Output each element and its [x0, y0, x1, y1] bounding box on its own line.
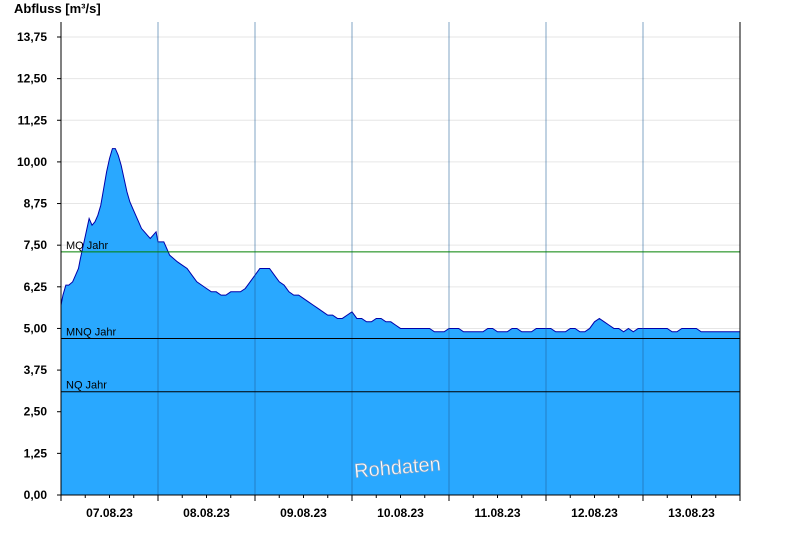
y-tick-labels: 0,00 1,25 2,50 3,75 5,00 6,25 7,50 8,75 10,00 11,… [17, 30, 61, 502]
y-tick-label-7: 8,75 [24, 197, 48, 211]
y-tick-label-0: 0,00 [24, 488, 48, 502]
y-tick-label-3: 3,75 [24, 363, 48, 377]
y-tick-label-10: 12,50 [17, 72, 47, 86]
x-tick-label-6: 13.08.23 [668, 506, 715, 520]
discharge-line [60, 148, 740, 333]
discharge-area-layer [60, 148, 740, 496]
x-tick-label-5: 12.08.23 [571, 506, 618, 520]
reference-label-0: MQ Jahr [66, 240, 109, 252]
y-tick-label-5: 6,25 [24, 280, 48, 294]
x-tick-label-2: 09.08.23 [280, 506, 327, 520]
x-tick-label-4: 11.08.23 [474, 506, 520, 520]
y-tick-label-6: 7,50 [24, 238, 48, 252]
reference-lines: MQ Jahr MNQ Jahr NQ Jahr [61, 240, 740, 393]
y-tick-label-4: 5,00 [24, 321, 48, 335]
x-tick-label-0: 07.08.23 [86, 506, 133, 520]
x-tick-label-1: 08.08.23 [183, 506, 230, 520]
y-tick-label-9: 11,25 [18, 113, 48, 127]
day-boundary-lines [157, 22, 644, 495]
x-tick-labels: 07.08.23 08.08.23 09.08.23 10.08.23 11.08.23… [60, 495, 741, 520]
y-tick-label-2: 2,50 [24, 405, 48, 419]
reference-label-1: MNQ Jahr [66, 326, 116, 338]
y-axis-label: Abfluss [m³/s] [14, 1, 101, 16]
y-tick-label-8: 10,00 [17, 155, 47, 169]
y-tick-label-11: 13,75 [17, 30, 47, 44]
y-tick-label-1: 1,25 [24, 446, 48, 460]
reference-label-2: NQ Jahr [66, 380, 107, 392]
discharge-area [61, 148, 740, 496]
x-tick-label-3: 10.08.23 [377, 506, 424, 520]
